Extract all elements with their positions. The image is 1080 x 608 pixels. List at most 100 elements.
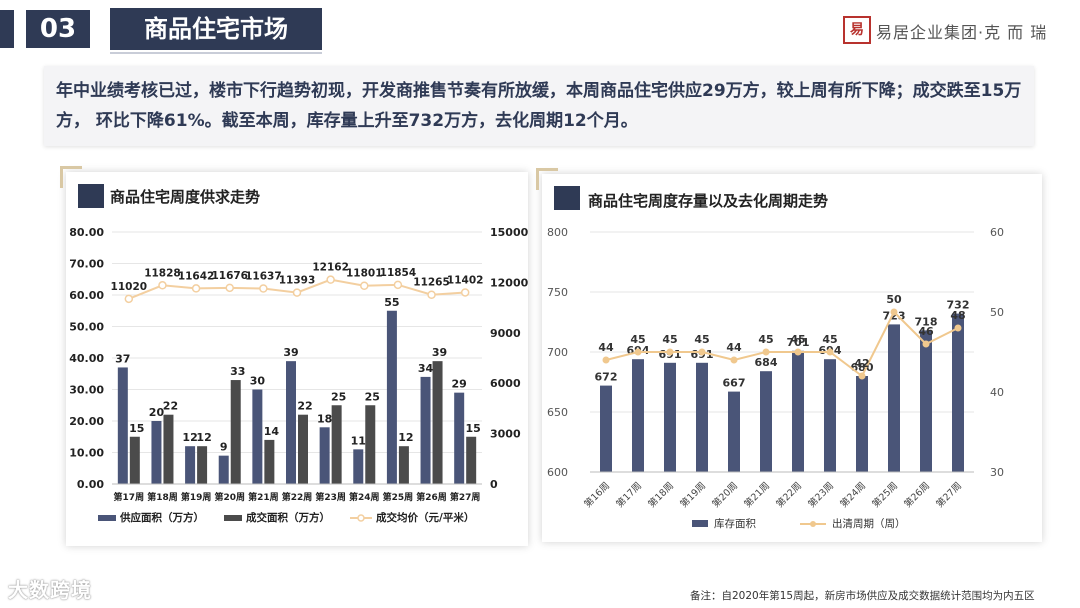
supply-bar	[319, 427, 330, 484]
summary-box: 年中业绩考核已过，楼市下行趋势初现，开发商推售节奏有所放缓，本周商品住宅供应29…	[44, 66, 1034, 146]
supply-data-label: 11	[351, 434, 366, 447]
cycle-point	[890, 308, 898, 316]
legend-inventory-label: 库存面积	[714, 517, 756, 530]
deal-data-label: 14	[264, 425, 280, 438]
chart1-title: 商品住宅周度供求走势	[110, 188, 261, 206]
deal-bar	[129, 436, 140, 484]
price-data-label: 11676	[211, 270, 248, 282]
watermark: 大数跨境	[8, 578, 92, 602]
cycle-point	[826, 348, 834, 356]
x-axis-tick-label: 第23周	[315, 491, 346, 503]
right-axis-tick-label: 15000	[490, 226, 528, 239]
left-axis-tick-label: 800	[547, 226, 568, 239]
x-axis-tick-label: 第22周	[282, 491, 313, 503]
supply-bar	[218, 455, 229, 484]
x-axis-tick-label: 第26周	[416, 491, 447, 503]
supply-data-label: 55	[384, 296, 399, 309]
cycle-data-label: 46	[918, 325, 934, 338]
supply-bar	[386, 310, 397, 484]
price-data-label: 11828	[144, 267, 181, 279]
price-point	[292, 288, 302, 297]
x-axis-tick-label: 第24周	[349, 491, 380, 503]
inventory-bar	[888, 324, 900, 472]
inventory-bar	[792, 350, 804, 472]
supply-bar	[151, 421, 162, 484]
legend-inventory-swatch	[692, 520, 708, 527]
price-data-label: 11642	[178, 270, 215, 282]
left-axis-tick-label: 40.00	[69, 352, 104, 365]
cycle-data-label: 44	[598, 341, 614, 354]
x-axis-tick-label: 第18周	[147, 491, 178, 503]
inventory-bar	[664, 362, 676, 472]
x-axis-tick-label: 第20周	[214, 491, 245, 503]
inventory-panel: 商品住宅周度存量以及去化周期走势 600 650 700 750 800 30 40 50 60…	[536, 168, 1042, 542]
price-point	[225, 283, 234, 293]
inventory-bar	[760, 371, 772, 472]
supply-data-label: 18	[317, 412, 332, 425]
price-data-label: 11393	[279, 275, 316, 287]
x-axis-tick-label: 第27周	[934, 480, 964, 510]
deal-data-label: 39	[432, 346, 447, 359]
deal-bar	[298, 414, 308, 484]
footnote: 备注：自2020年第15周起，新房市场供应及成交数据统计范围均为内五区	[690, 590, 1035, 602]
deal-data-label: 33	[230, 365, 245, 378]
section-accent	[0, 10, 14, 48]
supply-data-label: 34	[418, 362, 434, 375]
cycle-point	[602, 356, 610, 364]
x-axis-tick-label: 第25周	[383, 491, 414, 503]
cycle-data-label: 45	[822, 333, 837, 346]
inventory-data-label: 684	[755, 356, 778, 369]
inventory-data-label: 701	[787, 336, 810, 349]
price-data-label: 11020	[111, 281, 148, 293]
cycle-point	[730, 356, 738, 364]
cycle-data-label: 45	[662, 333, 677, 346]
cycle-data-label: 45	[630, 333, 645, 346]
panel-corner-decoration	[60, 166, 82, 188]
supply-bar	[420, 376, 431, 484]
left-axis-tick-label: 10.00	[69, 447, 104, 460]
supply-data-label: 39	[283, 346, 298, 359]
left-axis-tick-label: 50.00	[69, 321, 104, 334]
price-data-label: 11265	[413, 277, 450, 289]
x-axis-tick-label: 第17周	[114, 491, 145, 503]
legend-price-marker	[357, 514, 365, 522]
legend-cycle-label: 出清周期（周）	[832, 517, 906, 530]
price-point	[326, 275, 335, 284]
supply-bar	[117, 367, 128, 484]
supply-bar	[185, 446, 196, 484]
legend-supply-label: 供应面积（万方）	[119, 511, 204, 524]
cycle-data-label: 42	[854, 357, 869, 370]
supply-bar	[286, 361, 296, 484]
left-axis-tick-label: 70.00	[69, 258, 104, 271]
supply-data-label: 37	[115, 352, 130, 365]
left-axis-tick-label: 80.00	[69, 226, 104, 239]
price-point	[158, 281, 167, 290]
supply-data-label: 12	[182, 431, 197, 444]
x-axis-tick-label: 第23周	[806, 480, 836, 510]
x-axis-tick-label: 第21周	[742, 480, 772, 510]
inventory-bar	[952, 313, 964, 472]
summary-text: 年中业绩考核已过，楼市下行趋势初现，开发商推售节奏有所放缓，本周商品住宅供应29…	[56, 81, 1022, 131]
price-point	[259, 284, 268, 293]
deal-data-label: 25	[331, 390, 346, 403]
x-axis-tick-label: 第17周	[614, 480, 644, 510]
inventory-bar	[856, 376, 868, 472]
left-axis-tick-label: 600	[547, 466, 568, 479]
cycle-data-label: 44	[726, 341, 742, 354]
inventory-bar	[920, 330, 932, 472]
price-data-label: 11854	[380, 267, 417, 279]
supply-demand-chart: 0.00 10.00 20.00 30.00 40.00 50.00 60.00 70.00 8…	[69, 226, 528, 524]
section-number: 03	[26, 10, 90, 48]
right-axis-tick-label: 30	[990, 466, 1004, 479]
supply-bar	[454, 392, 465, 484]
supply-data-label: 9	[220, 441, 228, 454]
deal-data-label: 25	[365, 390, 380, 403]
x-axis-tick-label: 第16周	[582, 480, 612, 510]
price-point	[360, 281, 369, 290]
company-logo-text: 易居企业集团·克 而 瑞	[876, 23, 1048, 42]
left-axis-tick-label: 20.00	[69, 415, 104, 428]
inventory-data-label: 667	[723, 377, 746, 390]
right-axis-tick-label: 12000	[490, 276, 528, 289]
price-point	[427, 290, 436, 299]
